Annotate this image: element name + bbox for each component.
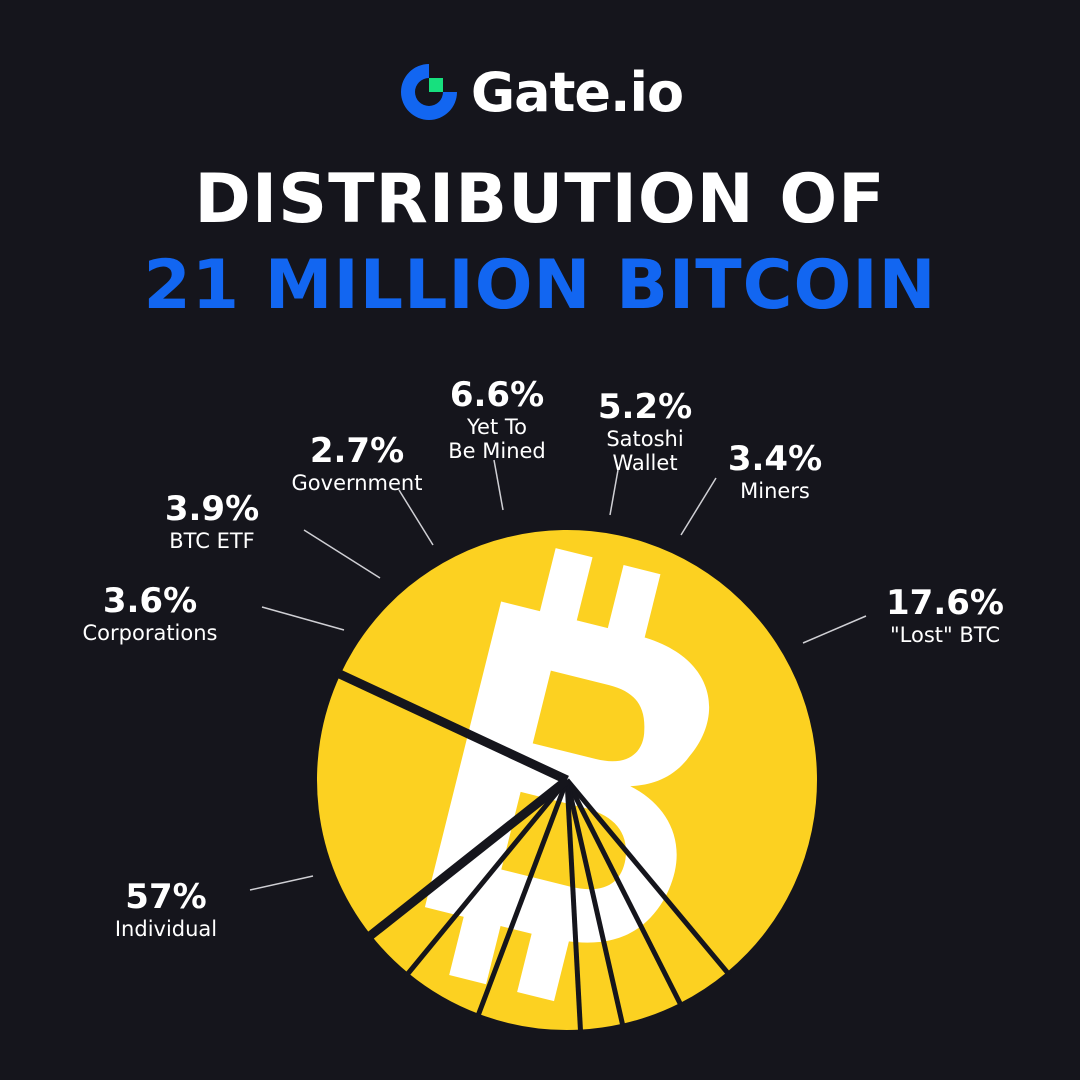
slice-value-label: 57% xyxy=(125,877,206,917)
slice-divider xyxy=(365,776,570,942)
slice-category-label: Miners xyxy=(740,479,810,503)
slice-category-label: Be Mined xyxy=(448,439,546,463)
title-line-2: 21 MILLION BITCOIN xyxy=(143,246,937,325)
slice-value-label: 3.4% xyxy=(728,439,822,479)
slice-category-label: BTC ETF xyxy=(169,529,255,553)
slice-category-label: Wallet xyxy=(612,451,677,475)
leader-line xyxy=(249,875,314,891)
slice-category-label: Corporations xyxy=(83,621,218,645)
slice-category-label: Individual xyxy=(115,917,217,941)
leader-line xyxy=(303,529,381,579)
leader-line xyxy=(261,606,345,631)
leader-line xyxy=(609,469,619,516)
slice-divider xyxy=(403,778,569,978)
slice-divider xyxy=(474,779,570,1019)
slice-divider xyxy=(564,779,584,1034)
gate-logo-icon xyxy=(400,64,457,120)
slice-value-label: 3.6% xyxy=(103,581,197,621)
bitcoin-icon xyxy=(424,548,710,1002)
slice-value-label: 5.2% xyxy=(598,387,692,427)
slice-divider xyxy=(334,668,569,785)
pie-slice-8 xyxy=(317,674,567,936)
leader-line xyxy=(398,489,434,546)
leader-line xyxy=(802,615,867,644)
slice-category-label: Satoshi xyxy=(606,427,683,451)
brand-logo: Gate.io xyxy=(0,52,1080,132)
slice-category-label: Yet To xyxy=(466,415,527,439)
slice-divider xyxy=(564,779,626,1029)
slice-value-label: 2.7% xyxy=(310,431,404,471)
slice-value-label: 17.6% xyxy=(886,583,1004,623)
slice-value-label: 3.9% xyxy=(165,489,259,529)
leader-line xyxy=(493,459,504,511)
slice-category-label: Government xyxy=(292,471,423,495)
slice-divider xyxy=(564,778,684,1008)
brand-name: Gate.io xyxy=(470,60,684,124)
slice-divider xyxy=(565,778,732,977)
slice-value-label: 6.6% xyxy=(450,375,544,415)
pie-slice-1 xyxy=(340,530,817,973)
slice-category-label: "Lost" BTC xyxy=(890,623,1000,647)
title-line-1: DISTRIBUTION OF xyxy=(194,160,886,239)
leader-line xyxy=(680,477,717,536)
